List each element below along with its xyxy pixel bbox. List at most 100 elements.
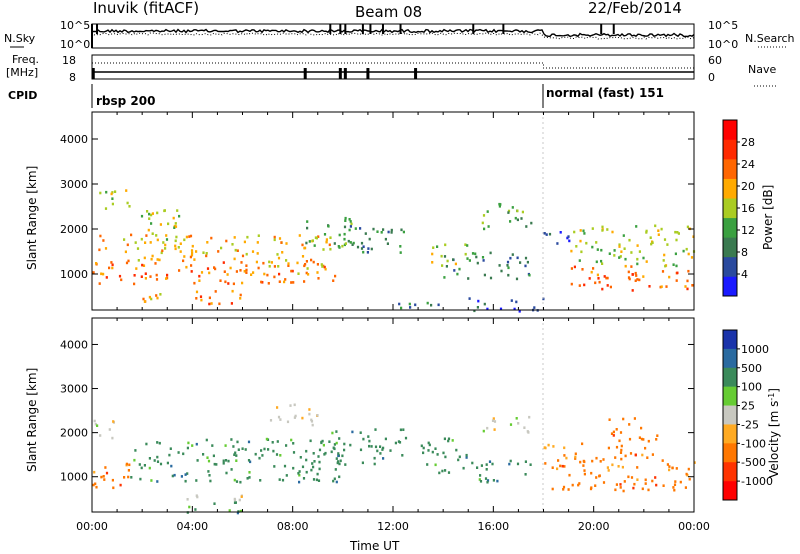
cell-8-17 xyxy=(347,239,350,243)
cell-11-30 xyxy=(507,266,510,270)
cell-9-10 xyxy=(516,462,520,466)
cell-0-52 xyxy=(219,279,222,282)
cell-14-14 xyxy=(675,264,678,268)
cell-12-6 xyxy=(520,217,523,220)
cell-6-24 xyxy=(276,253,279,256)
cell-2-64 xyxy=(278,478,281,481)
cell-10-21 xyxy=(562,488,565,491)
cell-6-46 xyxy=(329,247,332,251)
cell-6-11 xyxy=(362,437,365,441)
cell-2-73 xyxy=(309,439,312,443)
cell-14-62 xyxy=(613,249,616,252)
cell-10-16 xyxy=(595,456,598,460)
cell-5-0 xyxy=(159,293,162,296)
cell-14-20 xyxy=(657,229,660,232)
cell-7-15 xyxy=(350,222,353,226)
cell-10-72 xyxy=(621,465,624,469)
cell-8-16 xyxy=(390,231,393,234)
cell-0-75 xyxy=(239,269,242,272)
cell-11-29 xyxy=(620,448,623,452)
cell-1-6 xyxy=(96,424,99,427)
cell-0-38 xyxy=(213,266,216,269)
cell-14-0 xyxy=(660,227,663,231)
cell-0-82 xyxy=(149,275,152,278)
cell-0-2 xyxy=(94,482,97,486)
cell-13-13 xyxy=(691,284,694,287)
cell-6-42 xyxy=(277,256,281,260)
cell-7-14 xyxy=(444,469,447,472)
cell-0-19 xyxy=(278,272,281,276)
cell-10-23 xyxy=(615,483,618,486)
cell-14-12 xyxy=(663,238,667,241)
cell-1-10 xyxy=(183,238,186,242)
cell-13-28 xyxy=(627,276,631,279)
n-sky-spikes xyxy=(91,24,615,48)
cell-4-10 xyxy=(195,297,198,300)
cell-5-5 xyxy=(142,297,145,301)
cell-0-39 xyxy=(263,272,266,276)
cell-2-141 xyxy=(260,449,263,452)
cell-2-70 xyxy=(166,461,169,465)
cell-8-26 xyxy=(349,220,352,223)
cell-12-0 xyxy=(547,443,550,447)
cell-10-41 xyxy=(611,463,614,467)
cell-1-1 xyxy=(183,255,186,258)
cell-2-71 xyxy=(336,461,339,465)
cell-0-27 xyxy=(98,282,101,285)
cell-8-8 xyxy=(523,426,526,429)
cell-5-7 xyxy=(293,416,296,419)
cell-6-27 xyxy=(359,431,362,434)
cell-0-35 xyxy=(304,263,307,266)
cell-4-6 xyxy=(186,498,189,501)
cell-11-23 xyxy=(641,453,644,457)
velocity-colorbar-label-2: 100 xyxy=(741,381,762,394)
cell-14-69 xyxy=(664,264,667,268)
cell-8-13 xyxy=(400,228,403,232)
power-colorbar-swatch-4 xyxy=(723,198,737,219)
velocity-colorbar-swatch-1 xyxy=(723,348,737,369)
cell-12-17 xyxy=(499,203,502,206)
cell-2-13 xyxy=(182,452,185,456)
cell-14-63 xyxy=(601,262,604,265)
cell-0-54 xyxy=(303,264,306,268)
cell-0-4 xyxy=(317,277,320,280)
cell-1-50 xyxy=(179,242,182,245)
cell-0-34 xyxy=(120,278,123,282)
cell-10-11 xyxy=(446,259,449,263)
power-colorbar-label-4: 20 xyxy=(741,180,755,193)
cell-0-61 xyxy=(235,270,238,273)
cell-6-0 xyxy=(374,445,378,449)
cell-14-5 xyxy=(624,264,627,268)
cell-3-8 xyxy=(188,505,191,509)
cell-1-14 xyxy=(191,244,194,248)
cell-0-40 xyxy=(155,273,158,277)
cell-1-28 xyxy=(188,235,191,238)
cell-0-20 xyxy=(227,282,230,285)
cell-2-94 xyxy=(338,475,341,479)
cell-6-18 xyxy=(359,448,363,452)
cell-15-3 xyxy=(559,231,562,234)
cell-2-107 xyxy=(333,477,336,481)
velocity-colorbar-label: Velocity [m s-1] xyxy=(767,388,781,478)
cell-6-12 xyxy=(402,428,405,431)
power-panel-frame xyxy=(91,111,695,311)
cell-2-123 xyxy=(133,458,136,462)
cell-2-62 xyxy=(230,438,233,441)
cell-10-13 xyxy=(571,483,574,487)
cell-10-33 xyxy=(647,488,650,492)
cell-13-14 xyxy=(601,287,604,291)
cell-10-38 xyxy=(674,480,677,483)
cell-7-25 xyxy=(354,227,357,230)
cell-11-7 xyxy=(526,260,529,264)
cell-8-10 xyxy=(360,241,364,245)
cell-6-21 xyxy=(281,251,284,254)
cell-8-6 xyxy=(360,247,364,250)
cell-11-18 xyxy=(629,452,633,455)
cell-14-23 xyxy=(645,260,648,263)
cell-10-63 xyxy=(622,489,625,493)
noise-right-tick-high: 10^5 xyxy=(708,19,738,32)
cell-2-99 xyxy=(305,458,308,462)
cell-1-6 xyxy=(155,234,158,237)
cell-13-43 xyxy=(581,268,584,271)
cell-14-66 xyxy=(685,247,688,251)
